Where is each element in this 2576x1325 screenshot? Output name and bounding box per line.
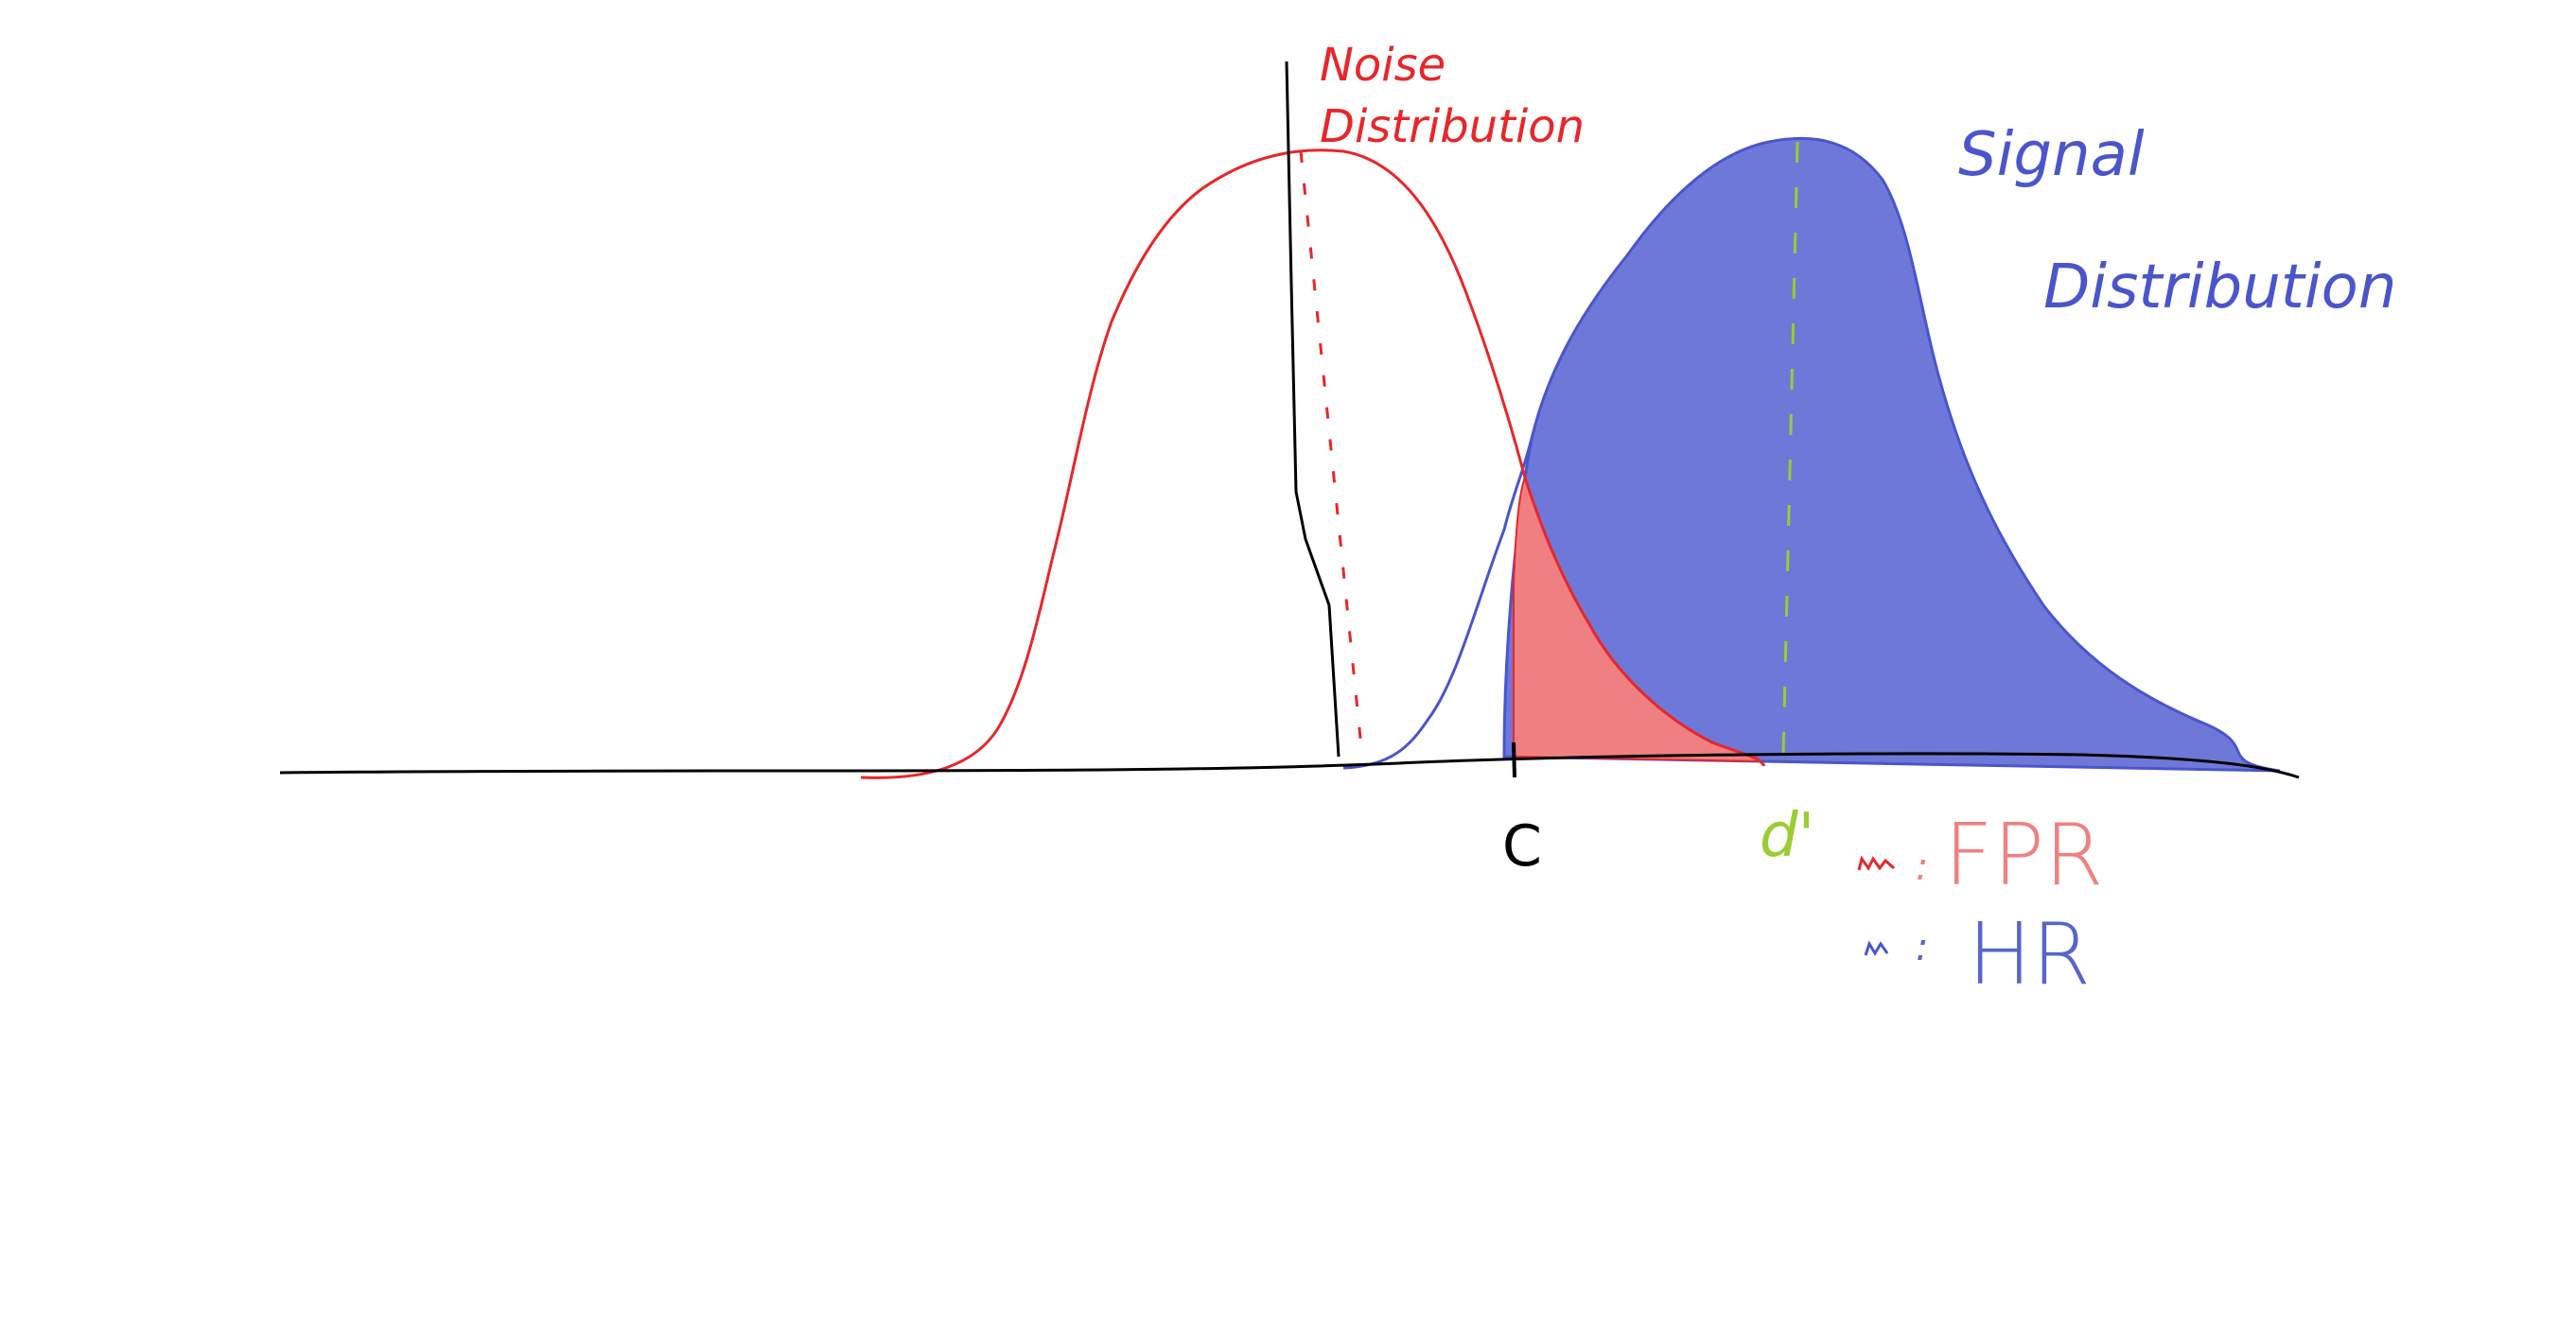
dprime-line: [1781, 141, 1799, 758]
legend-hr: : HR: [1864, 905, 2091, 1004]
noise-mean-line: [1299, 150, 1364, 758]
noise-distribution-curve: [860, 148, 1766, 779]
legend-hr-text: HR: [1968, 905, 2091, 1004]
legend-fpr-separator: :: [1916, 846, 1928, 889]
legend-fpr-text: FPR: [1944, 806, 2104, 905]
noise-mean-axis-line: [1285, 61, 1341, 758]
legend-fpr: : FPR: [1857, 806, 2104, 905]
signal-distribution-fill: [1502, 136, 2281, 773]
criterion-label: C: [1502, 813, 1542, 880]
signal-distribution-curve: [1342, 434, 1534, 770]
red-scribble-icon: [1857, 855, 1895, 871]
criterion-tick: [1512, 741, 1516, 778]
legend-hr-separator: :: [1916, 926, 1928, 969]
blue-scribble-icon: [1864, 940, 1889, 956]
noise-label-line1: Noise: [1320, 39, 1446, 92]
noise-label-line2: Distribution: [1320, 100, 1585, 153]
signal-label-line2: Distribution: [2043, 253, 2396, 323]
signal-label-line1: Signal: [1958, 120, 2145, 190]
x-axis: [279, 752, 2300, 779]
dprime-label: d': [1760, 801, 1814, 871]
